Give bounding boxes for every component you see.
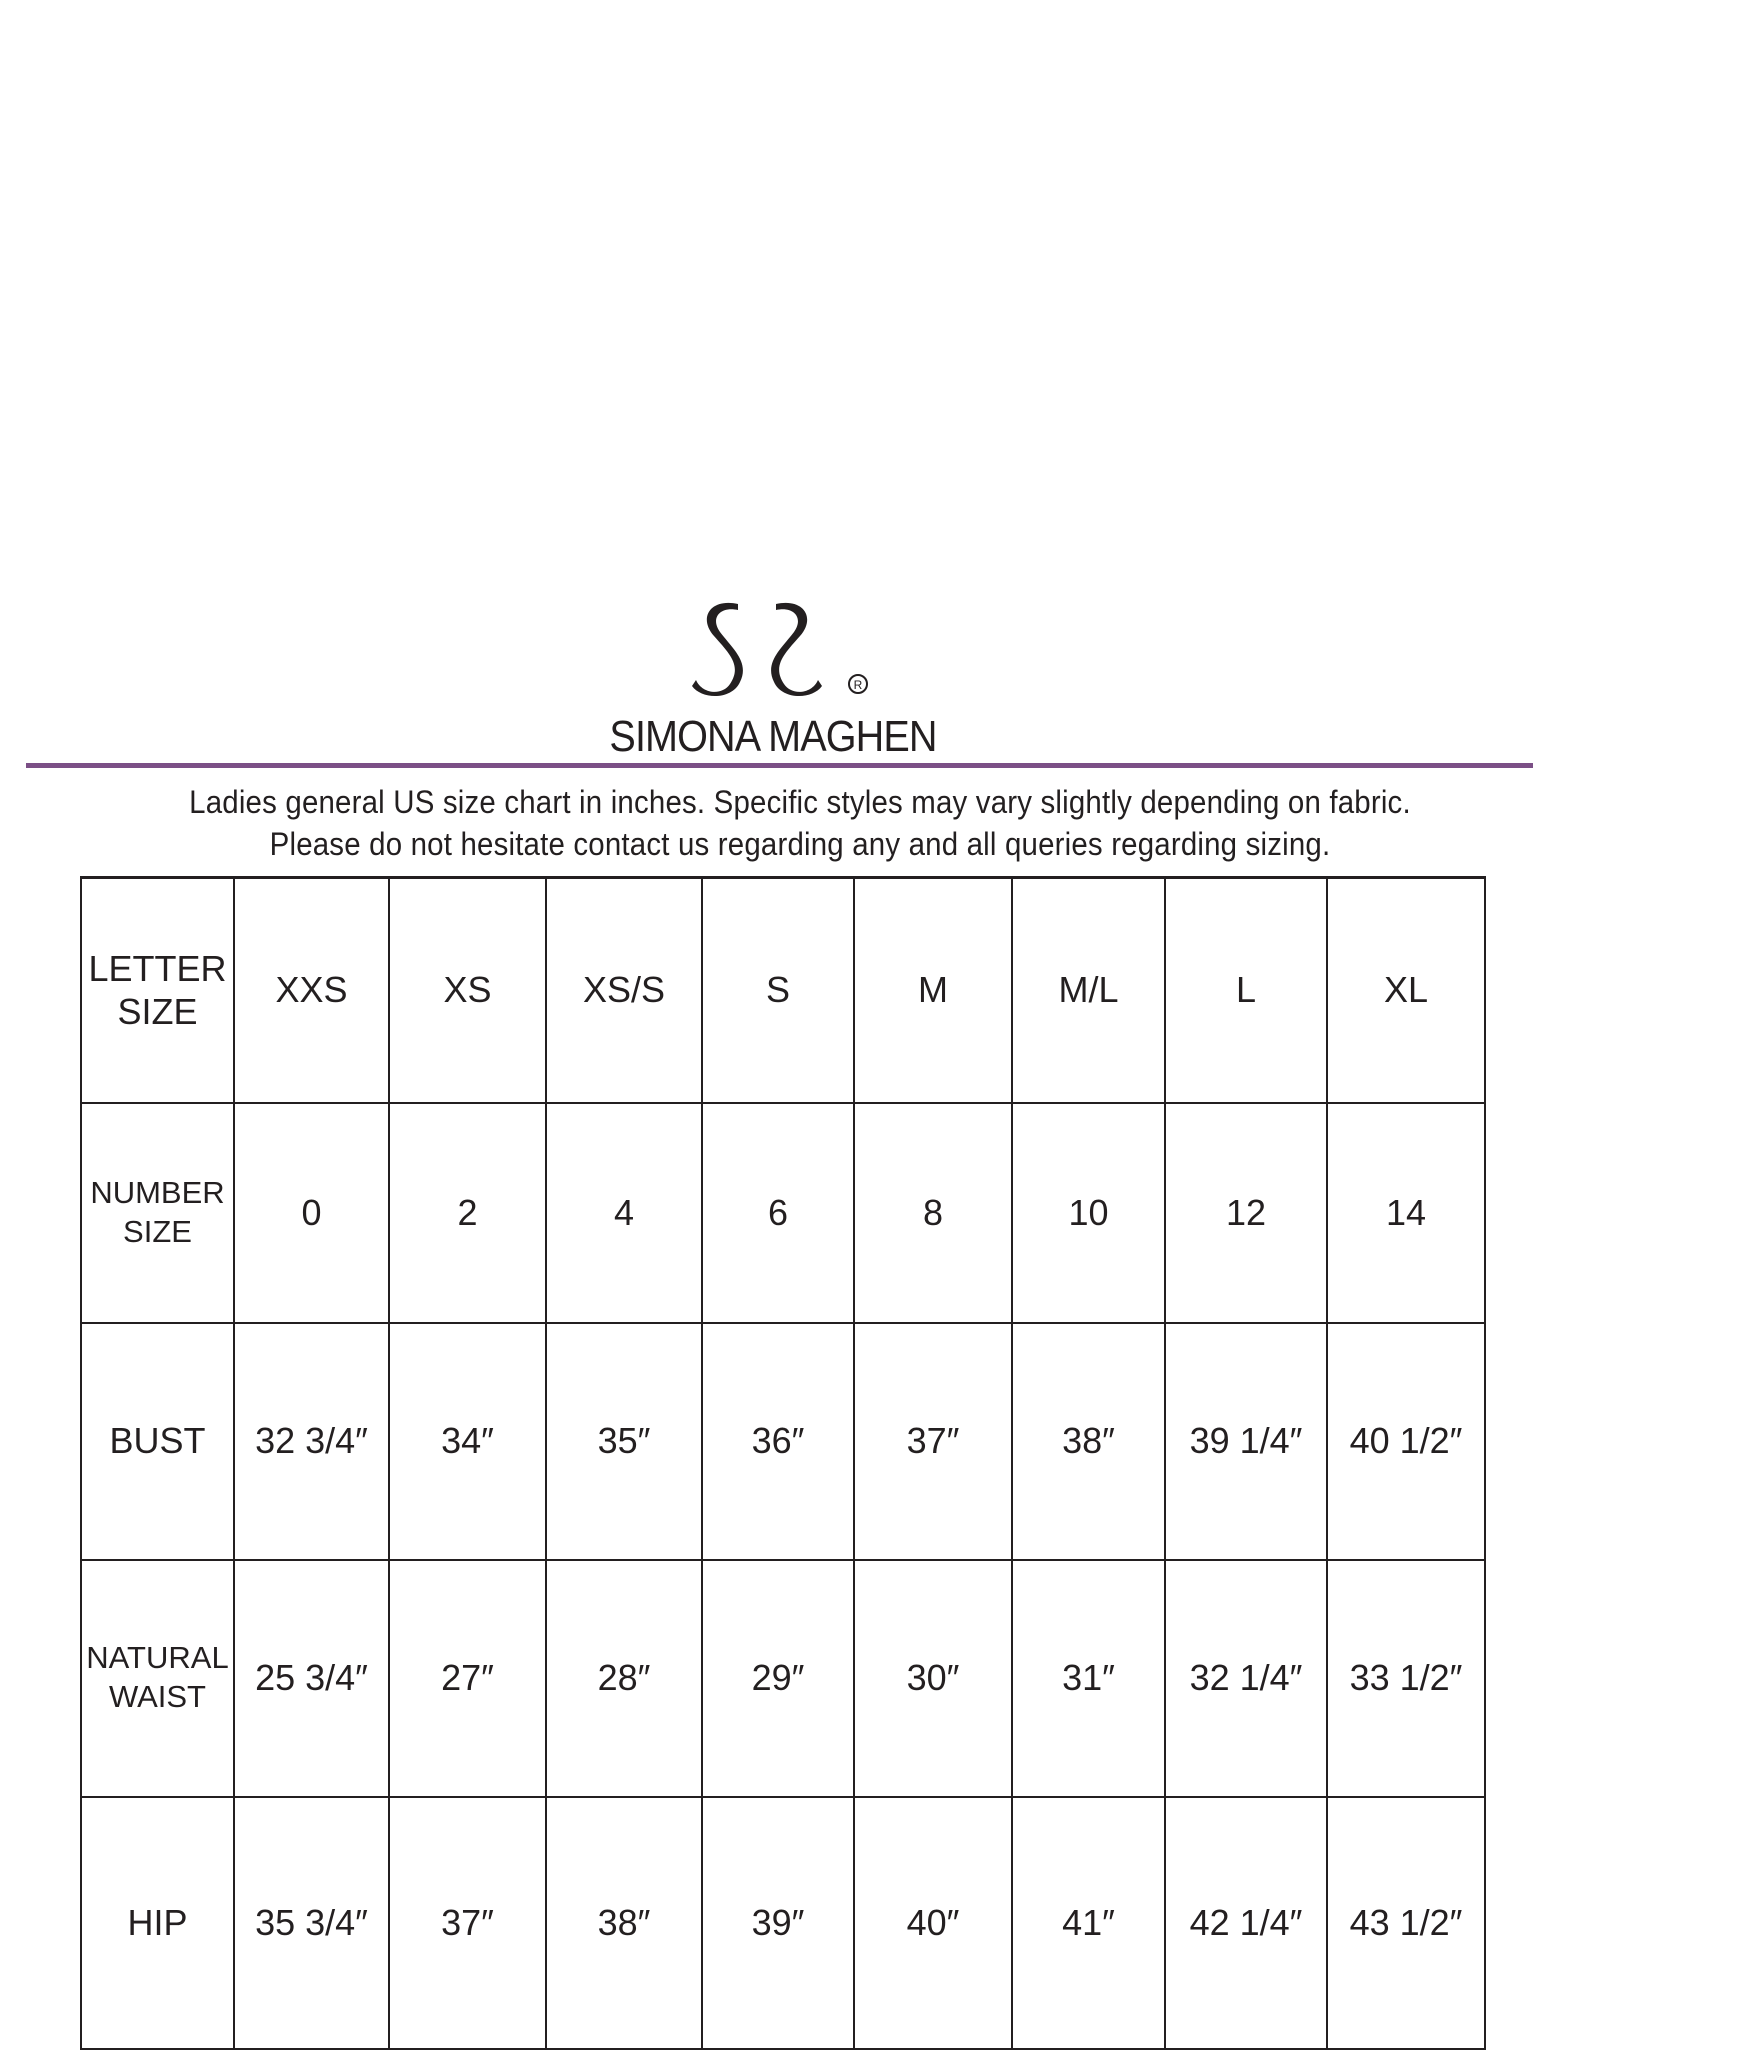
size-cell: XS/S xyxy=(545,876,703,1104)
size-cell: 39″ xyxy=(701,1795,855,2050)
size-cell: 2 xyxy=(388,1101,547,1324)
size-cell: 40 1/2″ xyxy=(1326,1321,1486,1561)
row-label-line-1: HIP xyxy=(127,1901,188,1943)
size-cell: 38″ xyxy=(1011,1321,1166,1561)
row-label-line-1: LETTER xyxy=(88,948,227,990)
size-cell: 40″ xyxy=(853,1795,1013,2050)
size-cell: 4 xyxy=(545,1101,703,1324)
size-cell: 28″ xyxy=(545,1558,703,1798)
intro-line-1: Ladies general US size chart in inches. … xyxy=(189,784,1411,820)
size-cell: 37″ xyxy=(853,1321,1013,1561)
size-cell: 6 xyxy=(701,1101,855,1324)
size-cell: 34″ xyxy=(388,1321,547,1561)
size-cell: 42 1/4″ xyxy=(1164,1795,1328,2050)
size-cell: XXS xyxy=(233,876,390,1104)
size-cell: 14 xyxy=(1326,1101,1486,1324)
brand-name: SIMONA MAGHEN xyxy=(609,712,937,761)
size-cell: 31″ xyxy=(1011,1558,1166,1798)
size-cell: 35″ xyxy=(545,1321,703,1561)
row-label-line-1: NATURAL xyxy=(86,1640,229,1676)
row-label: NUMBER SIZE xyxy=(80,1101,235,1324)
row-label-line-2: WAIST xyxy=(108,1679,206,1714)
size-cell: 0 xyxy=(233,1101,390,1324)
row-label: HIP xyxy=(80,1795,235,2050)
size-cell: 35 3/4″ xyxy=(233,1795,390,2050)
size-cell: M xyxy=(853,876,1013,1104)
size-cell: 41″ xyxy=(1011,1795,1166,2050)
row-label-line-1: NUMBER xyxy=(90,1174,225,1210)
size-cell: XL xyxy=(1326,876,1486,1104)
purple-divider xyxy=(26,763,1533,768)
row-label: BUST xyxy=(80,1321,235,1561)
size-cell: S xyxy=(701,876,855,1104)
row-bust: BUST 32 3/4″ 34″ 35″ 36″ 37″ 38″ 39 1/4″ 40 1/2″ xyxy=(80,1321,1486,1561)
size-cell: L xyxy=(1164,876,1328,1104)
intro-line-2: Please do not hesitate contact us regard… xyxy=(269,826,1331,862)
row-label-line-2: SIZE xyxy=(123,1213,192,1249)
row-natural-waist: NATURAL WAIST 25 3/4″ 27″ 28″ 29″ 30″ 31″ 32 1/4… xyxy=(80,1558,1486,1798)
size-cell: 43 1/2″ xyxy=(1326,1795,1486,2050)
size-cell: 8 xyxy=(853,1101,1013,1324)
size-cell: 10 xyxy=(1011,1101,1166,1324)
row-label: LETTER SIZE xyxy=(80,876,235,1104)
size-cell: XS xyxy=(388,876,547,1104)
row-label: NATURAL WAIST xyxy=(80,1558,235,1798)
size-chart-table: LETTER SIZE XXS XS XS/S S M M/L L XL NUMBER SIZE 0 2 4… xyxy=(80,876,1486,2050)
size-cell: 30″ xyxy=(853,1558,1013,1798)
simona-maghen-logo: R xyxy=(692,602,868,697)
svg-text:R: R xyxy=(854,678,863,692)
size-cell: M/L xyxy=(1011,876,1166,1104)
size-cell: 32 1/4″ xyxy=(1164,1558,1328,1798)
size-cell: 38″ xyxy=(545,1795,703,2050)
size-cell: 29″ xyxy=(701,1558,855,1798)
row-label-line-2: SIZE xyxy=(117,991,198,1033)
size-cell: 27″ xyxy=(388,1558,547,1798)
size-cell: 25 3/4″ xyxy=(233,1558,390,1798)
row-number-size: NUMBER SIZE 0 2 4 6 8 10 12 14 xyxy=(80,1101,1486,1324)
size-cell: 32 3/4″ xyxy=(233,1321,390,1561)
row-letter-size: LETTER SIZE XXS XS XS/S S M M/L L XL xyxy=(80,876,1486,1104)
row-hip: HIP 35 3/4″ 37″ 38″ 39″ 40″ 41″ 42 1/4″ 43 1/2″ xyxy=(80,1795,1486,2050)
size-cell: 37″ xyxy=(388,1795,547,2050)
size-cell: 36″ xyxy=(701,1321,855,1561)
row-label-line-1: BUST xyxy=(109,1420,206,1462)
size-cell: 39 1/4″ xyxy=(1164,1321,1328,1561)
size-cell: 33 1/2″ xyxy=(1326,1558,1486,1798)
size-cell: 12 xyxy=(1164,1101,1328,1324)
